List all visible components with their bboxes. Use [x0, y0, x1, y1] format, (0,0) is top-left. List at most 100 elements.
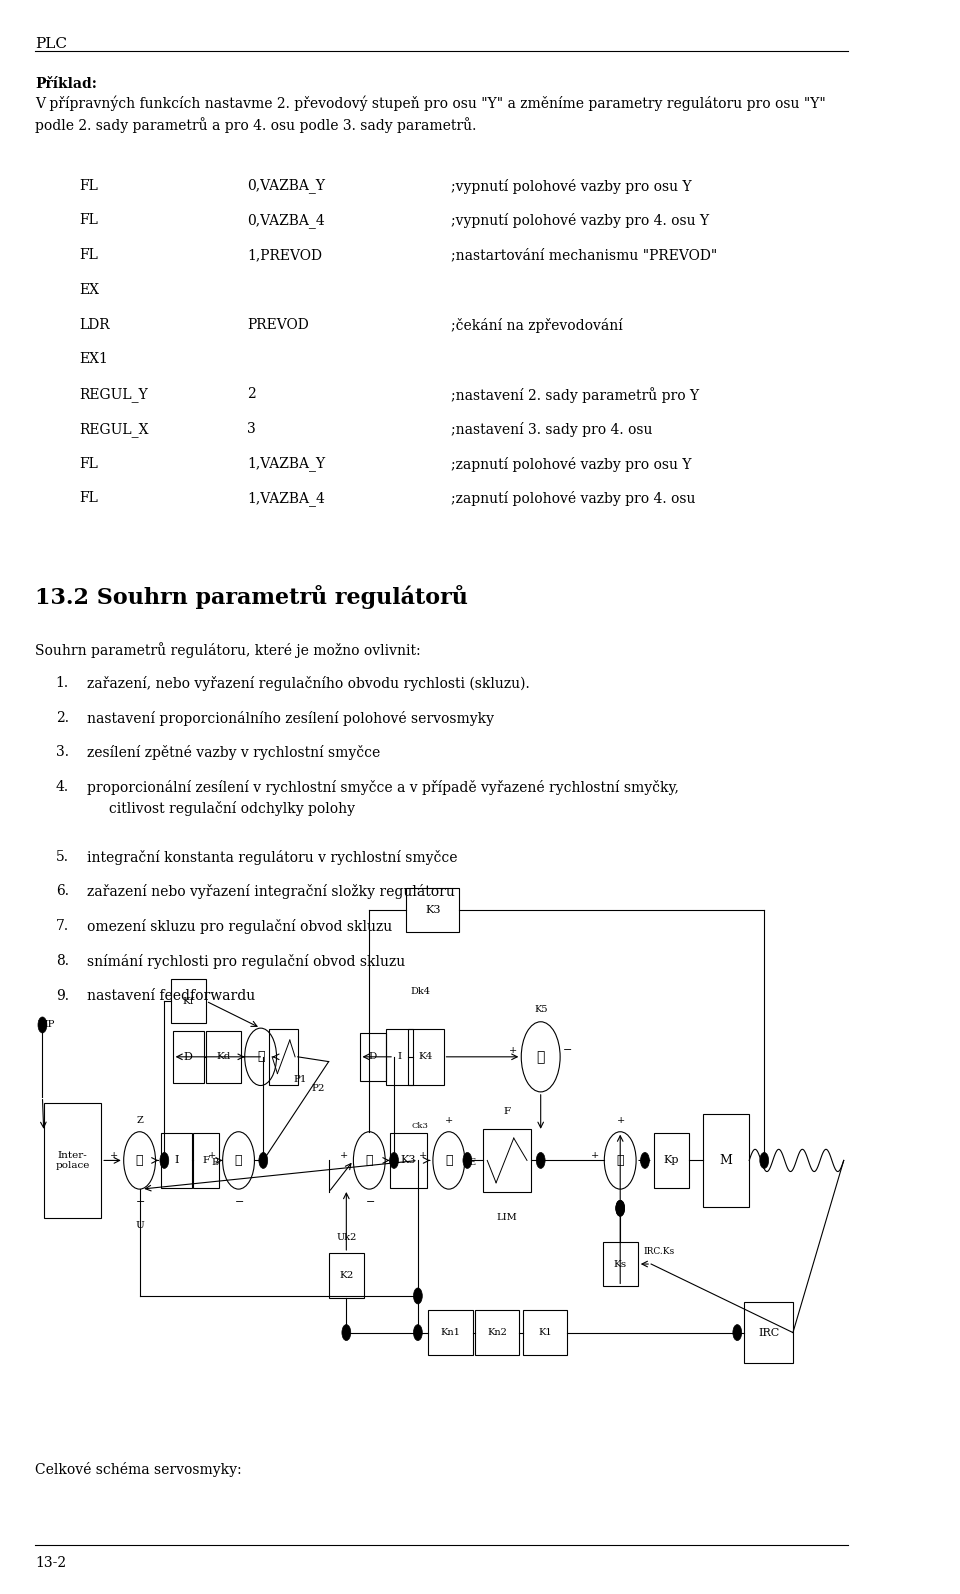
Text: REGUL_Y: REGUL_Y	[80, 387, 148, 402]
Text: I: I	[175, 1156, 179, 1165]
Bar	[408, 1030, 444, 1084]
Text: 4.: 4.	[56, 779, 69, 794]
Text: 13.2 Souhrn parametrů regulátorů: 13.2 Souhrn parametrů regulátorů	[36, 585, 468, 609]
Text: ;vypnutí polohové vazby pro 4. osu Y: ;vypnutí polohové vazby pro 4. osu Y	[450, 214, 708, 228]
Text: Celkové schéma servosmyky:: Celkové schéma servosmyky:	[36, 1462, 242, 1476]
Text: ;nastavení 3. sady pro 4. osu: ;nastavení 3. sady pro 4. osu	[450, 422, 652, 437]
Text: EX1: EX1	[80, 352, 108, 367]
Text: Ks: Ks	[613, 1259, 627, 1269]
Bar	[390, 1132, 427, 1189]
Circle shape	[38, 1017, 47, 1033]
Text: Ck3: Ck3	[412, 1122, 428, 1130]
Text: 1,PREVOD: 1,PREVOD	[248, 249, 323, 261]
Text: K3: K3	[425, 905, 441, 915]
Text: omezení skluzu pro regulační obvod skluzu: omezení skluzu pro regulační obvod skluz…	[86, 920, 392, 934]
Text: MP: MP	[37, 1020, 55, 1030]
Text: C: C	[389, 1157, 396, 1167]
Bar	[704, 1114, 749, 1207]
Text: F: F	[203, 1156, 209, 1165]
Text: Kd: Kd	[216, 1052, 230, 1062]
Bar	[428, 1310, 472, 1355]
Text: +: +	[617, 1116, 625, 1125]
Text: 1,VAZBA_4: 1,VAZBA_4	[248, 491, 325, 507]
Bar	[603, 1242, 637, 1286]
Text: M: M	[720, 1154, 732, 1167]
Text: snímání rychlosti pro regulační obvod skluzu: snímání rychlosti pro regulační obvod sk…	[86, 953, 405, 969]
Text: FL: FL	[80, 214, 98, 228]
Circle shape	[615, 1200, 625, 1216]
Text: ✕: ✕	[616, 1154, 624, 1167]
Text: −: −	[235, 1197, 244, 1207]
Bar	[205, 1031, 241, 1084]
Text: 7.: 7.	[56, 920, 69, 932]
Text: ;zapnutí polohové vazby pro 4. osu: ;zapnutí polohové vazby pro 4. osu	[450, 491, 695, 507]
Text: B: B	[211, 1157, 218, 1167]
Text: I: I	[397, 1052, 401, 1062]
Text: K4: K4	[419, 1052, 433, 1062]
Text: 2.: 2.	[56, 711, 69, 725]
Text: ✕: ✕	[136, 1154, 143, 1167]
Bar	[328, 1253, 364, 1298]
Text: 1.: 1.	[56, 676, 69, 690]
Bar	[744, 1302, 793, 1363]
Text: ✕: ✕	[257, 1050, 264, 1063]
Text: ;zapnutí polohové vazby pro osu Y: ;zapnutí polohové vazby pro osu Y	[450, 456, 691, 472]
Text: +: +	[420, 1151, 427, 1160]
Circle shape	[463, 1152, 471, 1168]
Circle shape	[414, 1325, 422, 1341]
Text: 1,VAZBA_Y: 1,VAZBA_Y	[248, 456, 325, 472]
Bar	[654, 1132, 689, 1189]
Text: K3: K3	[400, 1156, 416, 1165]
Circle shape	[732, 1325, 742, 1341]
Text: FL: FL	[80, 456, 98, 470]
Text: ✕: ✕	[366, 1154, 373, 1167]
Text: +: +	[110, 1151, 118, 1160]
Text: K5: K5	[534, 1004, 547, 1014]
Text: zesílení zpětné vazby v rychlostní smyčce: zesílení zpětné vazby v rychlostní smyčc…	[86, 746, 380, 760]
Text: IRC.Ks: IRC.Ks	[643, 1247, 675, 1256]
Bar	[406, 888, 460, 932]
Text: E: E	[468, 1157, 475, 1167]
Bar	[44, 1103, 101, 1218]
Text: −: −	[366, 1197, 374, 1207]
Circle shape	[615, 1200, 625, 1216]
Text: ;nastartování mechanismu "PREVOD": ;nastartování mechanismu "PREVOD"	[450, 249, 717, 261]
Text: K1: K1	[539, 1328, 552, 1337]
Bar	[386, 1030, 413, 1084]
Text: LIM: LIM	[496, 1213, 517, 1223]
Text: FL: FL	[80, 179, 98, 193]
Text: +: +	[444, 1116, 453, 1125]
Text: Uk2: Uk2	[336, 1232, 356, 1242]
Circle shape	[759, 1152, 769, 1168]
Text: Inter-
polace: Inter- polace	[56, 1151, 89, 1170]
Circle shape	[160, 1152, 169, 1168]
Text: zařazení, nebo vyřazení regulačního obvodu rychlosti (skluzu).: zařazení, nebo vyřazení regulačního obvo…	[86, 676, 529, 690]
Text: 9.: 9.	[56, 988, 69, 1003]
Text: F: F	[504, 1106, 511, 1116]
Text: nastavení proporcionálního zesílení polohové servosmyky: nastavení proporcionálního zesílení polo…	[86, 711, 493, 725]
Text: 13-2: 13-2	[36, 1556, 66, 1570]
Text: proporcionální zesílení v rychlostní smyčce a v případě vyřazené rychlostní smyč: proporcionální zesílení v rychlostní smy…	[86, 779, 679, 816]
Text: 0,VAZBA_4: 0,VAZBA_4	[248, 214, 325, 228]
Text: −: −	[135, 1197, 145, 1207]
Text: Souhrn parametrů regulátoru, které je možno ovlivnit:: Souhrn parametrů regulátoru, které je mo…	[36, 642, 421, 658]
Text: 6.: 6.	[56, 885, 69, 899]
Text: Kn1: Kn1	[441, 1328, 461, 1337]
Bar	[161, 1132, 192, 1189]
Text: ;vypnutí polohové vazby pro osu Y: ;vypnutí polohové vazby pro osu Y	[450, 179, 691, 193]
Text: FL: FL	[80, 491, 98, 505]
Text: REGUL_X: REGUL_X	[80, 422, 149, 437]
Text: ✕: ✕	[445, 1154, 452, 1167]
Text: integrační konstanta regulátoru v rychlostní smyčce: integrační konstanta regulátoru v rychlo…	[86, 850, 457, 864]
Text: 8.: 8.	[56, 953, 69, 968]
Bar	[173, 1031, 204, 1084]
Text: V přípravných funkcích nastavme 2. převodový stupeň pro osu "Y" a změníme parame: V přípravných funkcích nastavme 2. převo…	[36, 96, 827, 134]
Text: D: D	[369, 1052, 377, 1062]
Text: Kn2: Kn2	[488, 1328, 507, 1337]
Text: PLC: PLC	[36, 37, 67, 51]
Text: 5.: 5.	[56, 850, 69, 864]
Bar	[171, 979, 205, 1023]
Text: LDR: LDR	[80, 317, 110, 332]
Circle shape	[342, 1325, 350, 1341]
Text: U: U	[135, 1221, 144, 1231]
